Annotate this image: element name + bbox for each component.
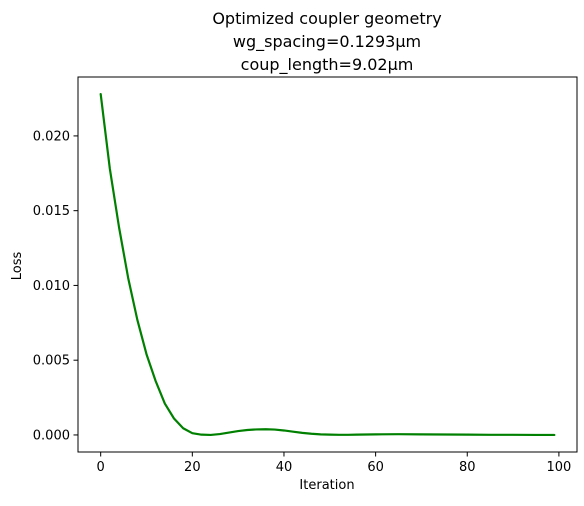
chart-title-line-2: wg_spacing=0.1293μm xyxy=(233,32,421,52)
chart-title: Optimized coupler geometry wg_spacing=0.… xyxy=(212,9,441,75)
axes-frame xyxy=(77,76,578,453)
x-tick-label: 100 xyxy=(546,460,571,475)
x-tick-label: 20 xyxy=(184,460,201,475)
y-axis-ticks: 0.000 0.005 0.010 0.015 0.020 xyxy=(33,129,78,443)
y-tick-label: 0.010 xyxy=(33,279,70,294)
chart-title-line-3: coup_length=9.02μm xyxy=(241,55,414,75)
y-tick-label: 0.005 xyxy=(33,354,70,369)
x-tick-label: 0 xyxy=(97,460,105,475)
y-tick-label: 0.000 xyxy=(33,428,70,443)
y-axis-label: Loss xyxy=(10,252,25,281)
series-line-0 xyxy=(99,92,556,437)
y-tick-label: 0.015 xyxy=(33,204,70,219)
x-tick-label: 80 xyxy=(459,460,476,475)
y-tick-label: 0.020 xyxy=(33,129,70,144)
x-tick-label: 60 xyxy=(367,460,384,475)
x-axis-label: Iteration xyxy=(299,478,354,493)
x-axis-ticks: 0 20 40 60 80 100 xyxy=(97,452,571,475)
x-tick-label: 40 xyxy=(276,460,293,475)
chart-title-line-1: Optimized coupler geometry xyxy=(212,9,441,28)
plot-area xyxy=(77,76,578,453)
